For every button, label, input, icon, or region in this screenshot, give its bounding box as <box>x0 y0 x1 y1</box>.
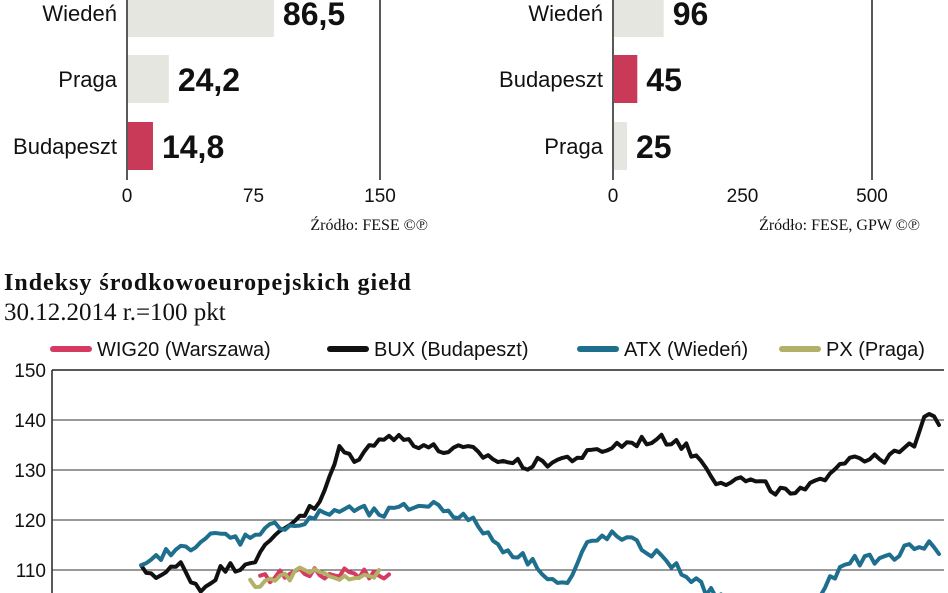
legend-label: WIG20 (Warszawa) <box>97 339 271 361</box>
bar <box>614 122 627 170</box>
bar-value-label: 14,8 <box>162 129 224 165</box>
bar-value-label: 96 <box>673 0 709 32</box>
line-chart-title: Indeksy środkowoeuropejskich giełd <box>4 270 412 296</box>
bar-chart-1: Wiedeń 86,5 Praga 24,2 Budapeszt 14,8 0 75 150 Źr… <box>13 0 428 234</box>
legend-label: PX (Praga) <box>826 339 925 361</box>
y-tick-label: 130 <box>14 461 46 482</box>
bar-category-label: Budapeszt <box>13 134 117 159</box>
bar-x-tick-label: 250 <box>727 186 759 207</box>
bar <box>128 122 153 170</box>
bar <box>128 0 274 37</box>
series-line <box>139 499 941 593</box>
bar-category-label: Budapeszt <box>499 67 603 92</box>
series-line <box>248 565 382 589</box>
bar-value-label: 25 <box>636 129 672 165</box>
legend-label: ATX (Wiedeń) <box>624 339 748 361</box>
bar <box>614 0 664 37</box>
bar-value-label: 24,2 <box>178 62 240 98</box>
line-chart: WIG20 (Warszawa) BUX (Budapeszt) ATX (Wied… <box>14 339 944 593</box>
bar-x-tick-label: 500 <box>856 186 888 207</box>
y-tick-label: 140 <box>14 411 46 432</box>
bar-x-tick-label: 75 <box>243 186 264 207</box>
source-note: Źródło: FESE ©℗ <box>310 215 428 234</box>
bar-category-label: Praga <box>58 67 117 92</box>
bar-x-tick-label: 150 <box>364 186 396 207</box>
y-tick-label: 110 <box>16 561 46 582</box>
series-line <box>139 412 941 593</box>
line-chart-subtitle: 30.12.2014 r.=100 pkt <box>4 299 226 326</box>
y-tick-label: 150 <box>14 361 46 382</box>
source-note: Źródło: FESE, GPW ©℗ <box>759 215 920 234</box>
bar-x-tick-label: 0 <box>122 186 133 207</box>
bar-category-label: Praga <box>544 134 603 159</box>
bar-x-tick-label: 0 <box>608 186 619 207</box>
legend-label: BUX (Budapeszt) <box>374 339 529 361</box>
bar-category-label: Wiedeń <box>42 1 117 26</box>
bar-value-label: 45 <box>646 62 682 98</box>
bar-category-label: Wiedeń <box>528 1 603 26</box>
bar-value-label: 86,5 <box>283 0 345 32</box>
y-tick-label: 120 <box>14 511 46 532</box>
bar <box>614 55 638 103</box>
bar <box>128 55 169 103</box>
